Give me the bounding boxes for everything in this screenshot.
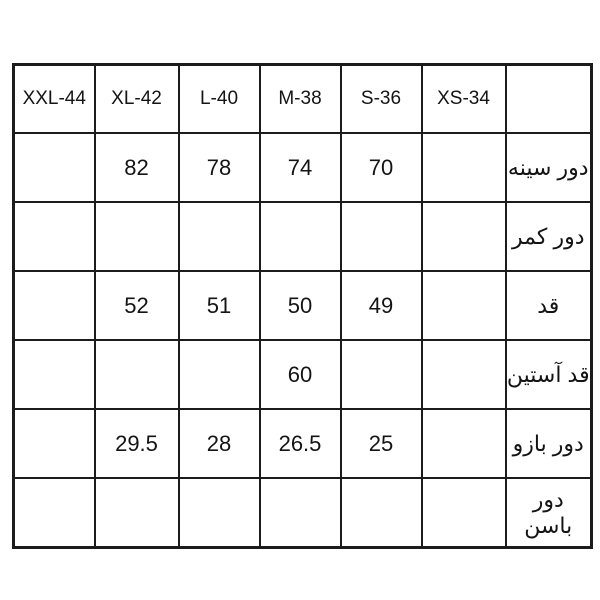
- header-cell-xl42: XL-42: [93, 63, 180, 134]
- value-cell: [420, 132, 507, 203]
- value-cell: [339, 339, 423, 410]
- value-cell: [420, 270, 507, 341]
- value-cell: [12, 132, 96, 203]
- table-row-sleeve: 60 قد آستین: [12, 339, 593, 410]
- value-cell: [420, 339, 507, 410]
- value-cell: 78: [177, 132, 261, 203]
- table-row-length: 52 51 50 49 قد: [12, 270, 593, 341]
- value-cell: [258, 201, 342, 272]
- value-cell: [12, 477, 96, 549]
- value-cell: [420, 477, 507, 549]
- header-cell-l40: L-40: [177, 63, 261, 134]
- size-header-row: XXL-44 XL-42 L-40 M-38 S-36 XS-34: [12, 63, 593, 134]
- header-cell-m38: M-38: [258, 63, 342, 134]
- table-row-arm: 29.5 28 26.5 25 دور بازو: [12, 408, 593, 479]
- row-label-hip: دور باسن: [504, 477, 593, 549]
- value-cell: [12, 408, 96, 479]
- value-cell: 26.5: [258, 408, 342, 479]
- value-cell: [12, 201, 96, 272]
- value-cell: [12, 339, 96, 410]
- value-cell: 49: [339, 270, 423, 341]
- value-cell: [93, 339, 180, 410]
- value-cell: 50: [258, 270, 342, 341]
- header-cell-xxl44: XXL-44: [12, 63, 96, 134]
- value-cell: [93, 477, 180, 549]
- table-row-hip: دور باسن: [12, 477, 593, 549]
- header-cell-empty: [504, 63, 593, 134]
- row-label-sleeve: قد آستین: [504, 339, 593, 410]
- value-cell: [177, 201, 261, 272]
- value-cell: [93, 201, 180, 272]
- size-chart-table: XXL-44 XL-42 L-40 M-38 S-36 XS-34 82 78 …: [12, 63, 593, 549]
- row-label-length: قد: [504, 270, 593, 341]
- value-cell: [339, 201, 423, 272]
- value-cell: 28: [177, 408, 261, 479]
- header-cell-xs34: XS-34: [420, 63, 507, 134]
- value-cell: 29.5: [93, 408, 180, 479]
- value-cell: [420, 408, 507, 479]
- value-cell: [258, 477, 342, 549]
- row-label-waist: دور کمر: [504, 201, 593, 272]
- header-cell-s36: S-36: [339, 63, 423, 134]
- value-cell: 52: [93, 270, 180, 341]
- row-label-arm: دور بازو: [504, 408, 593, 479]
- value-cell: [420, 201, 507, 272]
- value-cell: [339, 477, 423, 549]
- value-cell: 74: [258, 132, 342, 203]
- value-cell: 70: [339, 132, 423, 203]
- value-cell: 82: [93, 132, 180, 203]
- value-cell: 25: [339, 408, 423, 479]
- value-cell: [177, 477, 261, 549]
- value-cell: [12, 270, 96, 341]
- value-cell: [177, 339, 261, 410]
- value-cell: 60: [258, 339, 342, 410]
- table-row-waist: دور کمر: [12, 201, 593, 272]
- value-cell: 51: [177, 270, 261, 341]
- table-row-chest: 82 78 74 70 دور سینه: [12, 132, 593, 203]
- row-label-chest: دور سینه: [504, 132, 593, 203]
